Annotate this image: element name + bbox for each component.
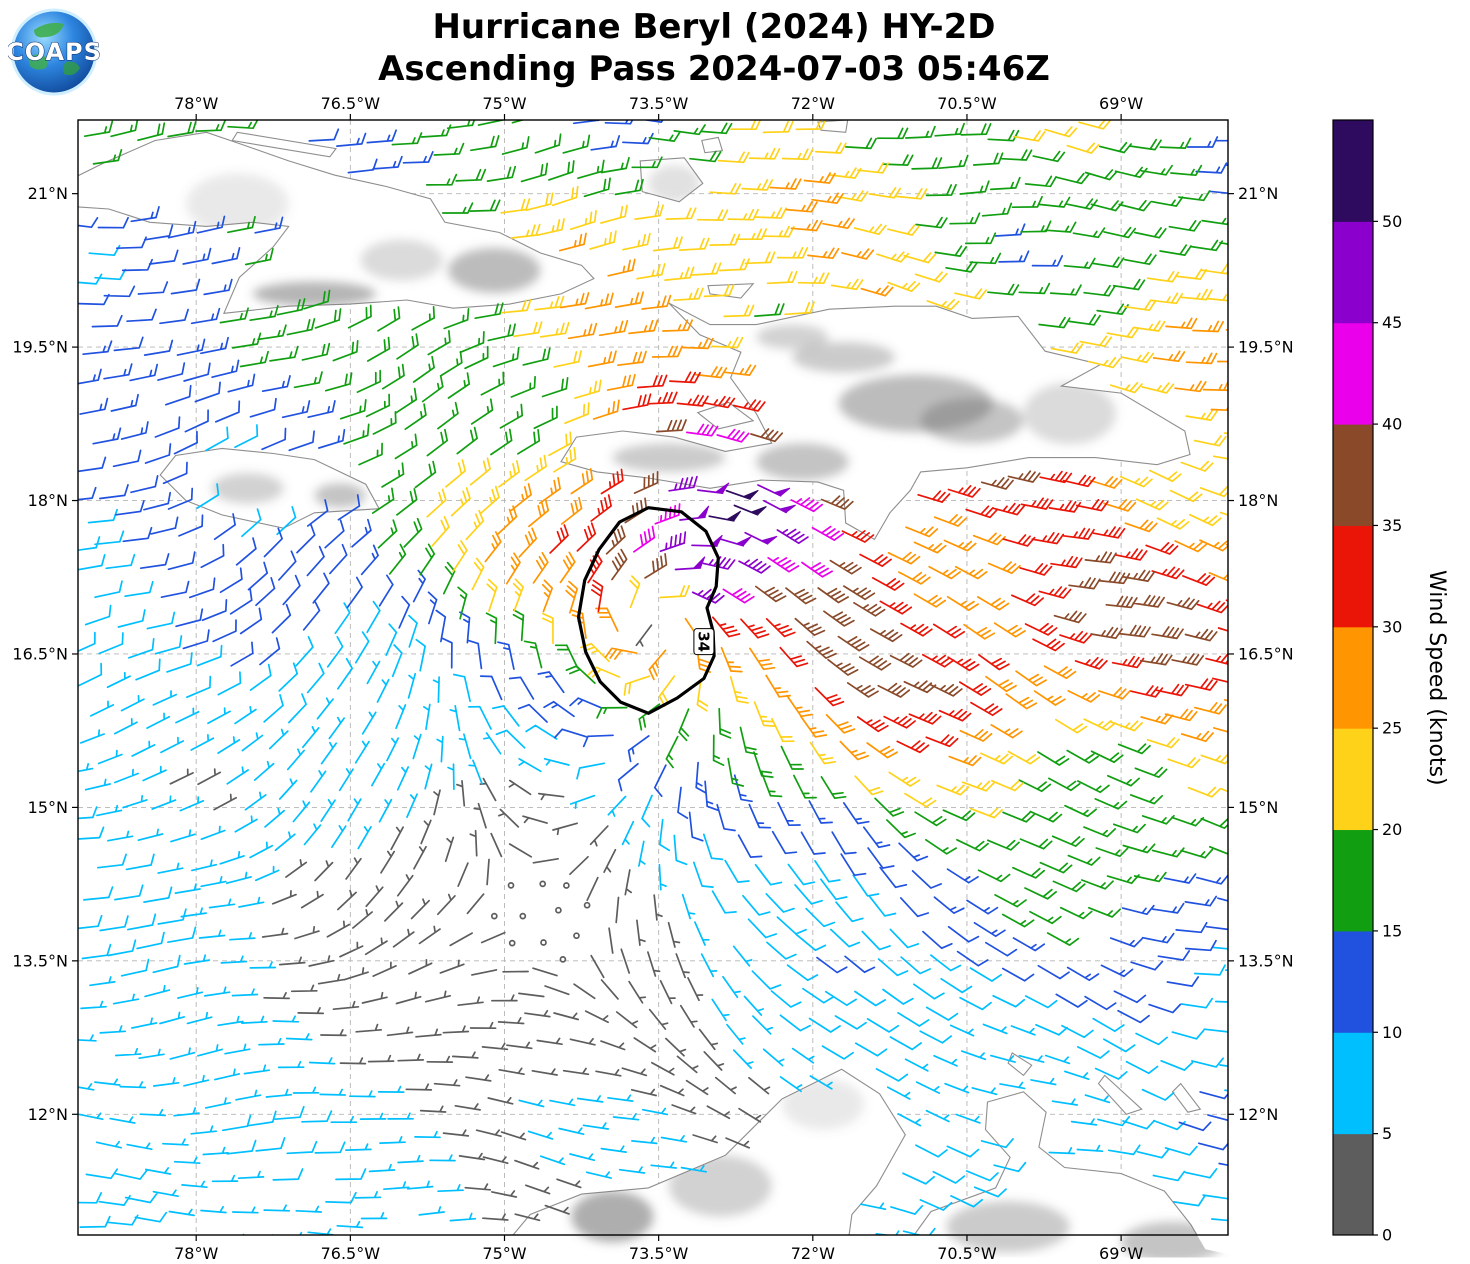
axis-ticks-and-labels: 78°W 78°W 76.5°W 76.5°W 75°W 75°W 73.5°W 73.5°W… — [12, 94, 1293, 1263]
colorbar-tick-label: 5 — [1382, 1124, 1392, 1143]
colorbar-tick-label: 25 — [1382, 719, 1402, 738]
lat-tick-label-left: 15°N — [28, 798, 68, 817]
colorbar-segment — [1333, 728, 1373, 831]
wind-barb-flags-45kt — [692, 482, 796, 569]
lon-tick-label-top: 69°W — [1099, 94, 1143, 113]
lat-tick-label-right: 19.5°N — [1238, 338, 1294, 357]
lon-tick-label-bottom: 73.5°W — [629, 1244, 689, 1263]
globe-continent-shape — [28, 54, 48, 70]
lon-tick-label-bottom: 69°W — [1099, 1244, 1143, 1263]
colorbar-tick-label: 45 — [1382, 313, 1402, 332]
colorbar-tick-label: 40 — [1382, 415, 1402, 434]
lat-tick-label-right: 16.5°N — [1238, 644, 1294, 663]
figure-title-block: Hurricane Beryl (2024) HY-2D Ascending P… — [0, 6, 1428, 90]
wind-barbs-20-25kt — [426, 120, 1228, 819]
coaps-logo-globe: COAPS — [6, 8, 101, 96]
lat-tick-label-left: 16.5°N — [12, 644, 68, 663]
landmass-bonaire — [1171, 1082, 1202, 1113]
colorbar-tick-label: 0 — [1382, 1226, 1392, 1245]
wind-barbs-25-30kt — [484, 172, 1228, 767]
wind-barbs-layer — [78, 120, 1228, 1235]
colorbar-frame — [1332, 119, 1374, 1236]
globe-continent-shape — [34, 22, 64, 38]
wind-barbs-10-15kt — [78, 120, 1228, 1167]
colorbar-tick-label: 20 — [1382, 820, 1402, 839]
colorbar-segment — [1333, 1133, 1373, 1236]
wind-barb-flags-50kt — [725, 489, 767, 522]
lon-tick-label-bottom: 70.5°W — [937, 1244, 997, 1263]
colorbar-segment — [1333, 322, 1373, 425]
lat-tick-label-right: 12°N — [1238, 1105, 1278, 1124]
lon-tick-label-bottom: 78°W — [174, 1244, 218, 1263]
colorbar-label: Wind Speed (knots) — [1424, 569, 1449, 786]
colorbar-tick-label: 30 — [1382, 617, 1402, 636]
storm-34kt-wind-contour — [576, 506, 720, 715]
wind-barbs-40-45kt — [633, 423, 845, 604]
colorbar-segment — [1333, 525, 1373, 628]
colorbar-tick-label: 35 — [1382, 516, 1402, 535]
landmass-little_inagua — [701, 136, 724, 154]
colorbar: 0 5 10 15 20 25 30 35 40 45 50 — [1332, 119, 1402, 1245]
lat-tick-label-left: 13.5°N — [12, 951, 68, 970]
lat-tick-label-left: 21°N — [28, 184, 68, 203]
lon-tick-label-top: 70.5°W — [937, 94, 997, 113]
colorbar-tick-label: 50 — [1382, 212, 1402, 231]
lon-tick-label-top: 76.5°W — [321, 94, 381, 113]
lon-tick-label-top: 78°W — [174, 94, 218, 113]
lon-tick-label-top: 72°W — [791, 94, 835, 113]
colorbar-tick-label: 10 — [1382, 1023, 1402, 1042]
wind-barbs-15-20kt — [83, 120, 1228, 946]
landmass-curacao — [1097, 1074, 1143, 1115]
globe-continent-shape — [63, 61, 80, 76]
lat-tick-label-right: 21°N — [1238, 184, 1278, 203]
lat-tick-label-right: 18°N — [1238, 491, 1278, 510]
terrain-relief-layer — [185, 165, 1224, 1258]
title-line-2: Ascending Pass 2024-07-03 05:46Z — [378, 49, 1050, 89]
logo-text: COAPS — [8, 38, 100, 66]
wind-barbs-0-5kt — [169, 624, 771, 1222]
lat-tick-label-left: 12°N — [28, 1105, 68, 1124]
lon-tick-label-bottom: 72°W — [791, 1244, 835, 1263]
colorbar-segment — [1333, 120, 1373, 222]
wind-barbs-30-35kt — [549, 371, 1228, 754]
title-line-1: Hurricane Beryl (2024) HY-2D — [432, 7, 996, 47]
wind-barbs-5-10kt — [78, 244, 1228, 1235]
colorbar-segment — [1333, 424, 1373, 526]
colorbar-segment — [1333, 221, 1373, 324]
lat-tick-label-right: 13.5°N — [1238, 951, 1294, 970]
lon-tick-label-top: 75°W — [482, 94, 526, 113]
lat-tick-label-left: 19.5°N — [12, 338, 68, 357]
land-layer — [78, 120, 1202, 1235]
lat-tick-label-left: 18°N — [28, 491, 68, 510]
wind-barbs-45-50kt — [659, 475, 809, 604]
coaps-logo: COAPS — [6, 6, 101, 102]
landmass-sabana_cays — [231, 131, 337, 158]
colorbar-segment — [1333, 930, 1373, 1033]
plot-frame — [77, 119, 1229, 1236]
wind-barbs-35-40kt — [605, 419, 1218, 698]
lon-tick-label-bottom: 75°W — [482, 1244, 526, 1263]
colorbar-tick-label: 15 — [1382, 921, 1402, 940]
lon-tick-label-top: 73.5°W — [629, 94, 689, 113]
lat-tick-label-right: 15°N — [1238, 798, 1278, 817]
lon-tick-label-bottom: 76.5°W — [321, 1244, 381, 1263]
contour-label-text: 34 — [694, 631, 712, 652]
contour-label-34: 34 — [693, 628, 715, 656]
colorbar-segment — [1333, 829, 1373, 932]
colorbar-segment — [1333, 1032, 1373, 1135]
colorbar-segment — [1333, 626, 1373, 729]
